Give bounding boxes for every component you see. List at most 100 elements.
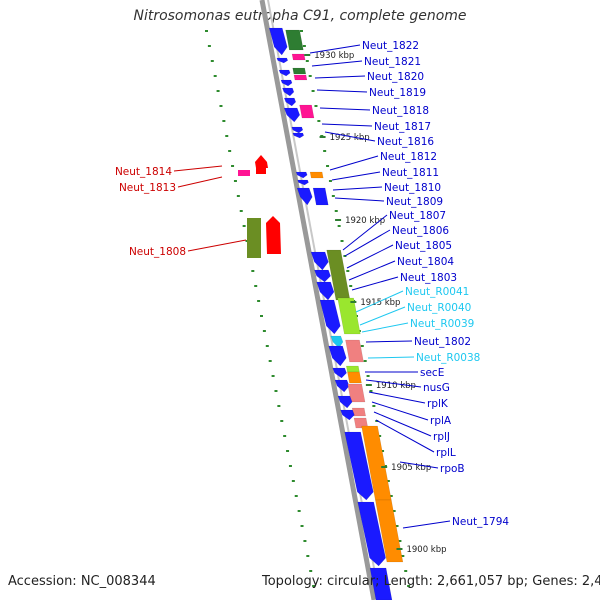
right-gene-label: Neut_1811 [382, 167, 439, 179]
guide-dot [260, 315, 263, 317]
guide-dot [216, 90, 220, 92]
gene-feature [283, 107, 301, 123]
guide-dot [302, 45, 306, 47]
gene-feature [346, 365, 360, 373]
guide-dot [277, 405, 281, 407]
guide-dot [239, 210, 243, 212]
guide-dot [363, 360, 367, 362]
right-leader-line [311, 60, 363, 67]
gene-feature [337, 297, 361, 335]
guide-dot [228, 150, 232, 152]
right-gene-label: Neut_1804 [397, 256, 454, 268]
gene-feature [296, 187, 313, 206]
left-gene-label: Neut_1814 [115, 166, 172, 178]
guide-dot [392, 510, 396, 512]
right-gene-label: Neut_1809 [386, 196, 443, 208]
guide-dot [305, 60, 309, 62]
gene-feature [285, 29, 304, 51]
guide-dot [286, 450, 290, 452]
gene-feature [299, 104, 315, 119]
gene-feature-left [256, 168, 266, 174]
guide-dot [300, 30, 303, 32]
kbp-tick-label: 1905 kbp [391, 463, 431, 473]
guide-dot [337, 225, 341, 227]
backbone-line [259, 0, 377, 600]
right-gene-label: Neut_1820 [367, 71, 424, 83]
right-leader-line [365, 340, 413, 343]
gene-feature [345, 339, 364, 363]
guide-dot [297, 510, 301, 512]
guide-dot [369, 390, 373, 392]
right-gene-label: Neut_R0039 [410, 318, 474, 330]
guide-dot [349, 285, 353, 287]
right-gene-label: Neut_1802 [414, 336, 471, 348]
guide-dot [398, 540, 402, 542]
right-leader-line [342, 214, 388, 251]
gene-feature [344, 431, 374, 501]
right-gene-label: Neut_R0041 [405, 286, 469, 298]
guide-dot [389, 495, 393, 497]
right-leader-line [373, 411, 432, 437]
genome-summary-text: Topology: circular; Length: 2,661,057 bp… [262, 574, 600, 589]
guide-dot [271, 375, 275, 377]
gene-feature [357, 501, 386, 567]
guide-dot [343, 255, 347, 257]
right-gene-label: rplA [430, 415, 452, 427]
guide-dot [303, 540, 307, 542]
guide-dot [312, 585, 316, 587]
guide-dot [378, 435, 382, 437]
guide-dot [407, 585, 411, 587]
right-leader-line [355, 290, 404, 313]
right-gene-label: Neut_1818 [372, 105, 429, 117]
guide-dot [404, 570, 408, 572]
gene-feature-left [238, 170, 250, 176]
gene-feature [316, 281, 335, 301]
gene-feature [292, 132, 305, 139]
gene-feature [312, 187, 329, 206]
right-leader-line [361, 322, 409, 333]
right-gene-label: Neut_1819 [369, 87, 426, 99]
guide-dot [331, 195, 335, 197]
gene-feature [278, 69, 291, 77]
gene-feature [328, 345, 347, 367]
guide-dot [210, 60, 214, 62]
right-gene-label: rplK [427, 398, 449, 410]
guide-dot [340, 240, 344, 242]
guide-dot [300, 525, 304, 527]
right-leader-line [351, 276, 399, 291]
right-gene-label: Neut_1806 [392, 225, 449, 237]
kbp-tick-label: 1930 kbp [314, 51, 354, 61]
right-leader-line [324, 131, 376, 142]
kbp-tick-label: 1900 kbp [406, 545, 446, 555]
right-leader-line [399, 461, 439, 469]
right-gene-label: Neut_R0038 [416, 352, 480, 364]
guide-dot [372, 405, 376, 407]
guide-dot [233, 180, 237, 182]
left-gene-label: Neut_1813 [119, 182, 176, 194]
left-leader-line [177, 176, 223, 188]
guide-dot [326, 165, 330, 167]
guide-dot [314, 105, 318, 107]
gene-feature [330, 335, 344, 349]
guide-dot [205, 30, 208, 32]
map-title: Nitrosomonas eutropha C91, complete geno… [133, 8, 467, 24]
right-gene-label: Neut_1822 [362, 40, 419, 52]
guide-dot [294, 495, 298, 497]
right-leader-line [402, 520, 451, 529]
kbp-tick-label: 1920 kbp [345, 216, 385, 226]
right-leader-line [348, 260, 396, 281]
guide-dot [323, 150, 327, 152]
right-gene-label: Neut_1816 [377, 136, 434, 148]
kbp-tick-label: 1910 kbp [376, 381, 416, 391]
right-leader-line [331, 171, 381, 181]
guide-dot [401, 555, 405, 557]
right-leader-line [371, 401, 429, 421]
gene-feature [268, 27, 288, 56]
guide-dot [317, 120, 321, 122]
gene-feature [295, 171, 308, 179]
gene-feature-left [255, 155, 268, 168]
right-gene-label: Neut_1803 [400, 272, 457, 284]
right-leader-line [316, 89, 368, 93]
guide-dot [242, 225, 246, 227]
